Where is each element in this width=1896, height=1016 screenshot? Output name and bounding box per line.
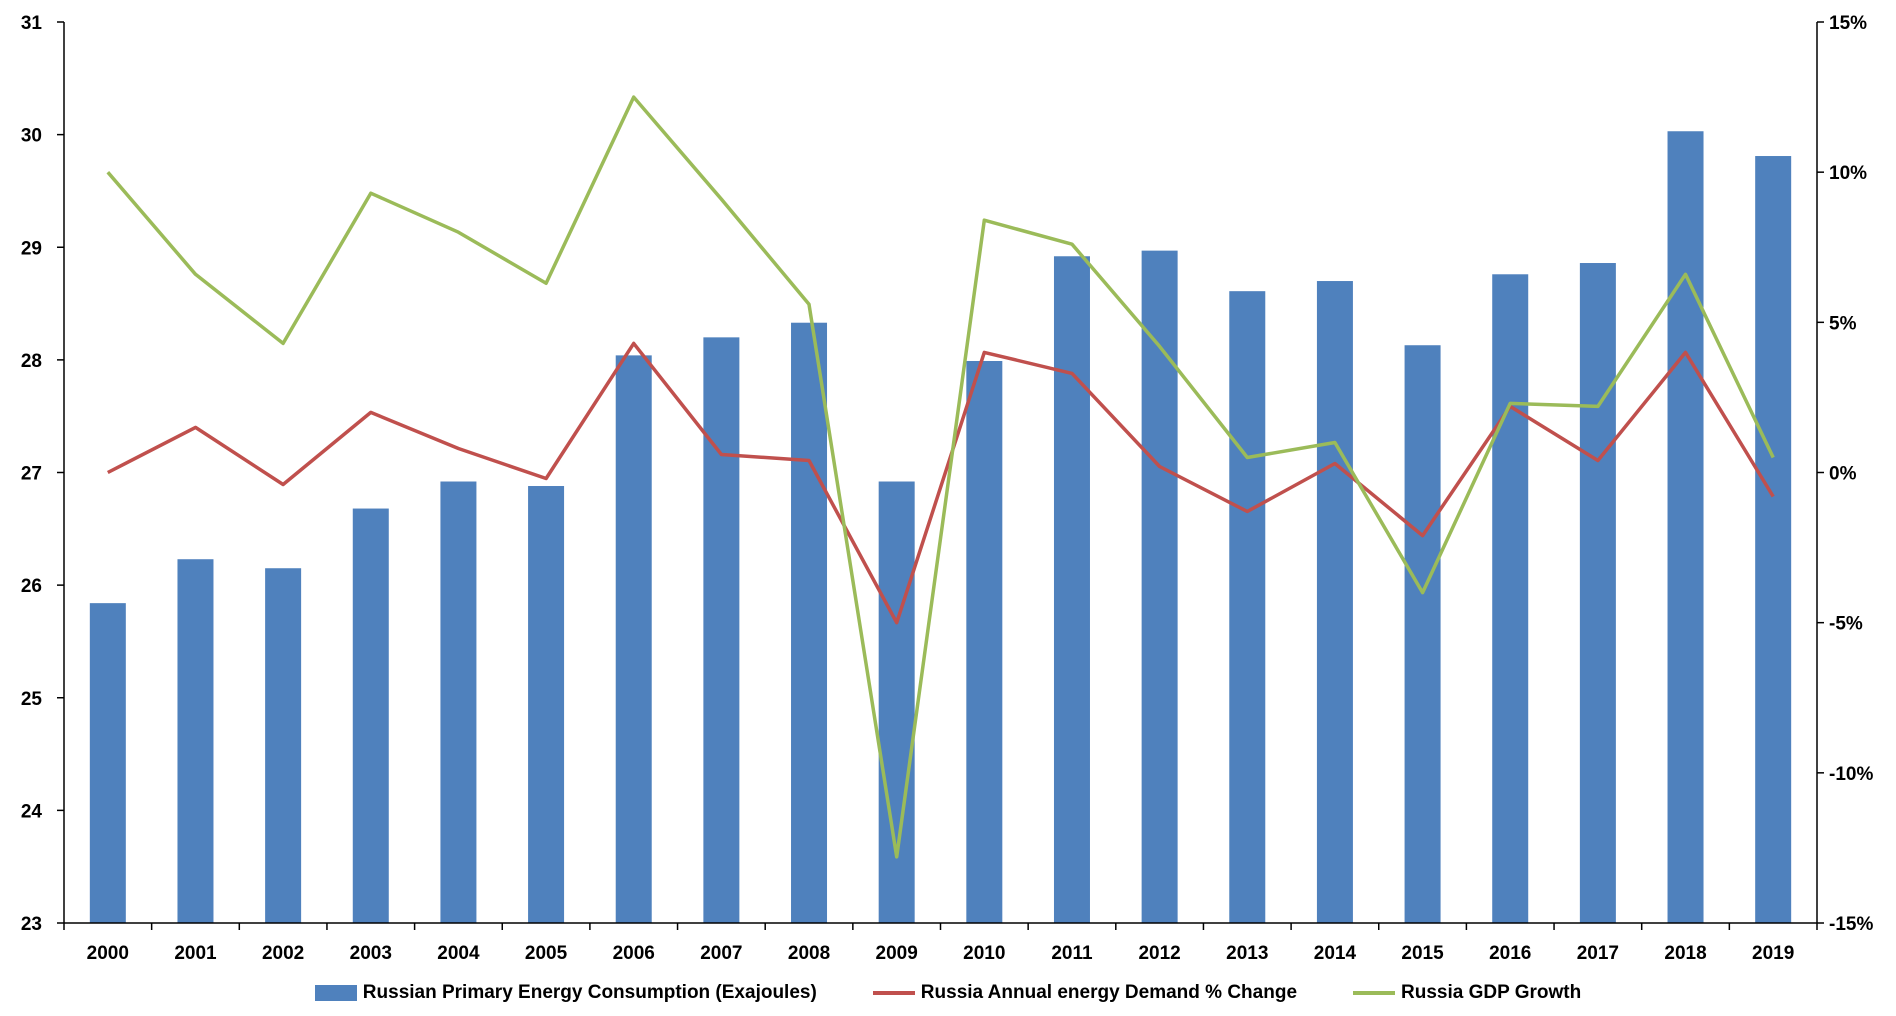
x-tick-label: 2000	[87, 943, 129, 964]
bar-2006	[615, 355, 652, 923]
axes-layer: 23 24 25 26 27 28 29 30 31 -15% -10% -5% 0% 5% 10% 15% 2…	[21, 13, 1874, 964]
bar-2003	[352, 508, 389, 923]
x-tick-label: 2019	[1752, 943, 1794, 964]
left-tick-label: 28	[21, 351, 42, 372]
legend-swatch-line	[1353, 991, 1396, 995]
bar-2001	[177, 559, 214, 923]
x-tick-label: 2003	[350, 943, 392, 964]
bar-2018	[1667, 131, 1704, 924]
right-tick-label: -10%	[1829, 764, 1873, 785]
x-tick-label: 2007	[700, 943, 742, 964]
left-tick-label: 27	[21, 464, 42, 485]
left-tick-label: 31	[21, 13, 43, 34]
legend-label: Russian Primary Energy Consumption (Exaj…	[362, 982, 817, 1003]
x-tick-label: 2010	[963, 943, 1005, 964]
right-tick-label: 0%	[1829, 464, 1857, 485]
bar-2010	[966, 361, 1003, 924]
right-tick-label: 10%	[1829, 163, 1867, 184]
bars-layer	[89, 131, 1792, 924]
x-tick-label: 2001	[174, 943, 217, 964]
bar-2000	[89, 603, 126, 923]
bar-2014	[1316, 281, 1353, 924]
x-tick-label: 2002	[262, 943, 304, 964]
legend-swatch-line	[872, 991, 915, 995]
x-tick-label: 2009	[876, 943, 918, 964]
bar-2004	[440, 481, 477, 923]
legend-label: Russia GDP Growth	[1401, 982, 1582, 1003]
bar-2011	[1053, 256, 1090, 923]
chart-svg: 23 24 25 26 27 28 29 30 31 -15% -10% -5% 0% 5% 10% 15% 2…	[21, 13, 1874, 964]
bar-2019	[1755, 156, 1792, 923]
legend-item-demand-change: Russia Annual energy Demand % Change	[872, 982, 1298, 1004]
x-tick-label: 2006	[613, 943, 655, 964]
left-tick-label: 29	[21, 238, 42, 259]
bar-2002	[265, 568, 302, 923]
x-tick-label: 2015	[1401, 943, 1444, 964]
x-tick-label: 2004	[437, 943, 480, 964]
left-tick-label: 24	[21, 801, 43, 822]
x-tick-label: 2011	[1051, 943, 1093, 964]
x-tick-label: 2012	[1138, 943, 1180, 964]
left-tick-label: 30	[21, 126, 42, 147]
left-tick-label: 25	[21, 689, 43, 710]
right-tick-label: -15%	[1829, 914, 1873, 935]
legend-item-energy-consumption: Russian Primary Energy Consumption (Exaj…	[314, 982, 817, 1004]
left-tick-label: 23	[21, 914, 42, 935]
x-tick-label: 2014	[1314, 943, 1357, 964]
bar-2017	[1579, 263, 1616, 924]
left-tick-label: 26	[21, 576, 42, 597]
legend: Russian Primary Energy Consumption (Exaj…	[0, 975, 1896, 1011]
x-tick-label: 2013	[1226, 943, 1268, 964]
x-tick-label: 2018	[1664, 943, 1706, 964]
series-line-gdp-growth	[106, 95, 1775, 859]
x-tick-label: 2008	[788, 943, 830, 964]
bar-2005	[528, 486, 565, 923]
bar-2013	[1229, 291, 1266, 924]
x-tick-label: 2017	[1577, 943, 1619, 964]
bar-2015	[1404, 345, 1441, 923]
bar-2012	[1141, 250, 1178, 923]
legend-label: Russia Annual energy Demand % Change	[920, 982, 1298, 1003]
x-tick-label: 2005	[525, 943, 568, 964]
legend-swatch-bar	[314, 985, 357, 1001]
bar-2007	[703, 337, 740, 924]
lines-layer	[106, 95, 1775, 859]
bar-2008	[791, 322, 828, 923]
x-tick-label: 2016	[1489, 943, 1531, 964]
legend-item-gdp-growth: Russia GDP Growth	[1353, 982, 1581, 1004]
bar-2016	[1492, 274, 1529, 923]
series-line-demand-change	[106, 341, 1775, 625]
right-tick-label: 15%	[1829, 13, 1867, 34]
right-tick-label: 5%	[1829, 313, 1857, 334]
right-tick-label: -5%	[1829, 614, 1863, 635]
